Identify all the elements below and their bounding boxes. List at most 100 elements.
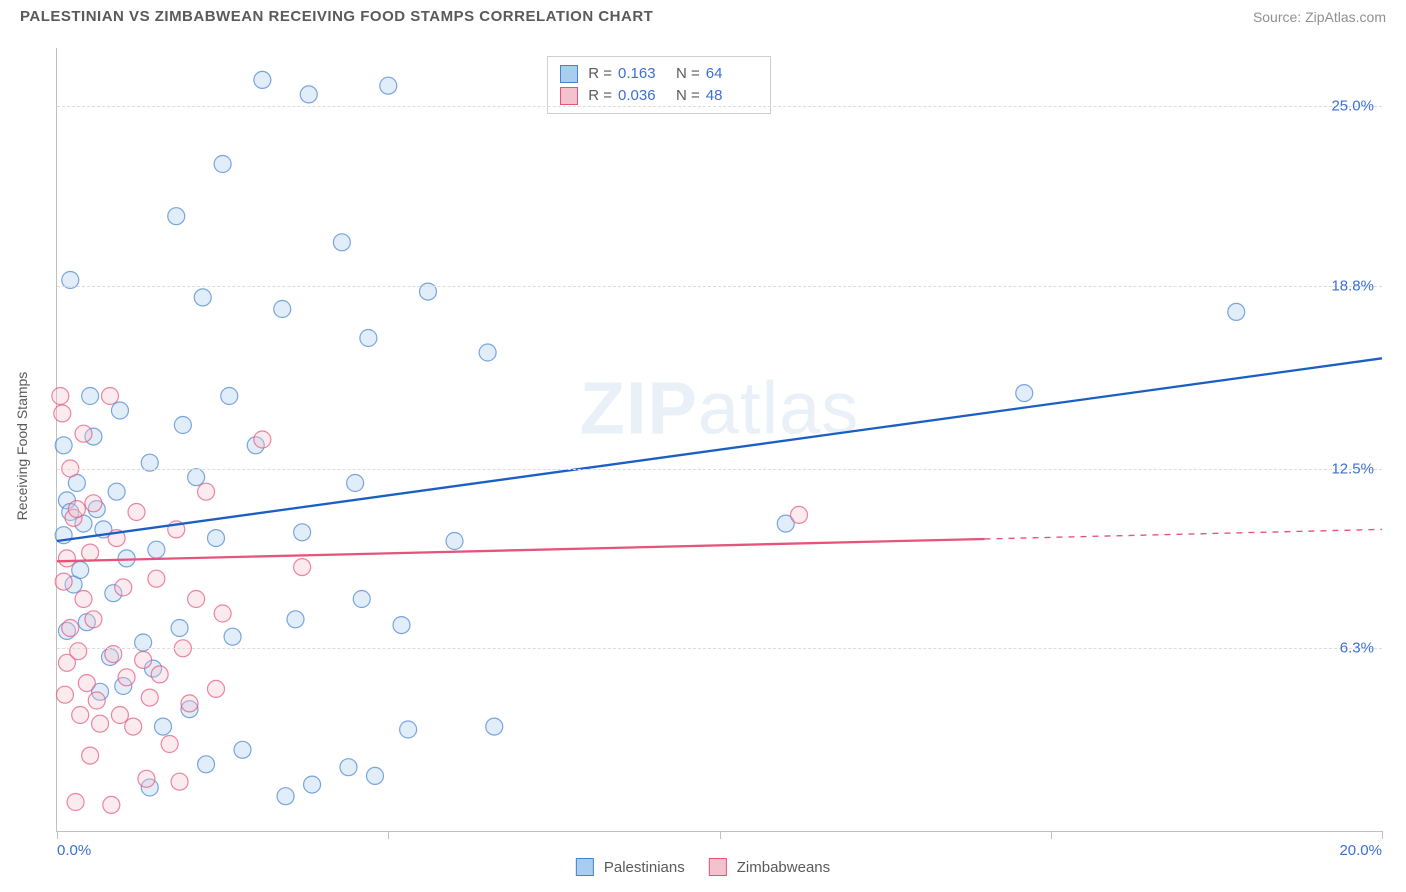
n-value-1: 64 [706,63,758,85]
scatter-point [234,741,251,758]
scatter-point [221,388,238,405]
chart-header: PALESTINIAN VS ZIMBABWEAN RECEIVING FOOD… [20,8,1386,25]
scatter-point [67,794,84,811]
scatter-point [214,605,231,622]
scatter-point [254,71,271,88]
x-tick-label-max: 20.0% [1339,842,1382,859]
legend-label-2: Zimbabweans [737,859,830,876]
scatter-point [115,579,132,596]
scatter-point [70,643,87,660]
swatch-icon [709,858,727,876]
scatter-point [304,776,321,793]
scatter-point [171,773,188,790]
scatter-svg [57,48,1382,831]
legend-label-1: Palestinians [604,859,685,876]
series-legend: Palestinians Zimbabweans [576,858,830,876]
scatter-point [128,504,145,521]
scatter-point [54,405,71,422]
scatter-point [82,388,99,405]
scatter-point [287,611,304,628]
r-value-2: 0.036 [618,85,670,107]
scatter-point [393,617,410,634]
y-tick-label: 25.0% [1331,98,1374,115]
scatter-point [161,736,178,753]
legend-row-1: R = 0.163 N = 64 [560,63,758,85]
scatter-point [85,611,102,628]
scatter-point [294,559,311,576]
scatter-point [188,469,205,486]
scatter-point [75,591,92,608]
scatter-point [400,721,417,738]
scatter-point [340,759,357,776]
scatter-point [188,591,205,608]
swatch-icon [560,65,578,83]
scatter-point [62,620,79,637]
scatter-point [72,707,89,724]
chart-source: Source: ZipAtlas.com [1253,9,1386,25]
scatter-point [1016,385,1033,402]
scatter-point [333,234,350,251]
r-value-1: 0.163 [618,63,670,85]
scatter-point [214,156,231,173]
scatter-point [118,669,135,686]
legend-item-2: Zimbabweans [709,858,830,876]
scatter-point [111,402,128,419]
scatter-point [58,550,75,567]
y-tick-label: 12.5% [1331,460,1374,477]
scatter-point [78,675,95,692]
scatter-point [181,695,198,712]
swatch-icon [576,858,594,876]
trend-line-extrapolated [985,529,1383,539]
scatter-point [103,796,120,813]
scatter-point [300,86,317,103]
scatter-point [353,591,370,608]
trend-line [57,539,985,561]
scatter-point [148,541,165,558]
scatter-point [274,301,291,318]
scatter-point [486,718,503,735]
scatter-point [791,506,808,523]
scatter-point [254,431,271,448]
y-axis-label: Receiving Food Stamps [14,372,30,521]
scatter-point [72,562,89,579]
scatter-point [88,692,105,709]
swatch-icon [560,87,578,105]
scatter-point [75,425,92,442]
scatter-point [1228,303,1245,320]
scatter-point [380,77,397,94]
scatter-point [208,680,225,697]
scatter-point [138,770,155,787]
scatter-point [277,788,294,805]
scatter-point [85,495,102,512]
scatter-point [55,437,72,454]
legend-row-2: R = 0.036 N = 48 [560,85,758,107]
y-tick-label: 18.8% [1331,277,1374,294]
scatter-point [174,417,191,434]
scatter-point [446,533,463,550]
scatter-point [367,767,384,784]
scatter-point [198,756,215,773]
scatter-point [125,718,142,735]
scatter-point [168,208,185,225]
scatter-point [171,620,188,637]
scatter-point [208,530,225,547]
chart-title: PALESTINIAN VS ZIMBABWEAN RECEIVING FOOD… [20,8,653,25]
scatter-point [82,747,99,764]
scatter-point [347,475,364,492]
legend-item-1: Palestinians [576,858,685,876]
x-tick-label-min: 0.0% [57,842,91,859]
scatter-point [68,501,85,518]
y-tick-label: 6.3% [1340,640,1374,657]
scatter-point [479,344,496,361]
scatter-point [102,388,119,405]
scatter-point [82,544,99,561]
scatter-point [155,718,172,735]
scatter-point [194,289,211,306]
scatter-point [148,570,165,587]
scatter-point [151,666,168,683]
scatter-point [360,330,377,347]
scatter-point [135,651,152,668]
scatter-point [198,483,215,500]
scatter-point [52,388,69,405]
scatter-point [56,686,73,703]
